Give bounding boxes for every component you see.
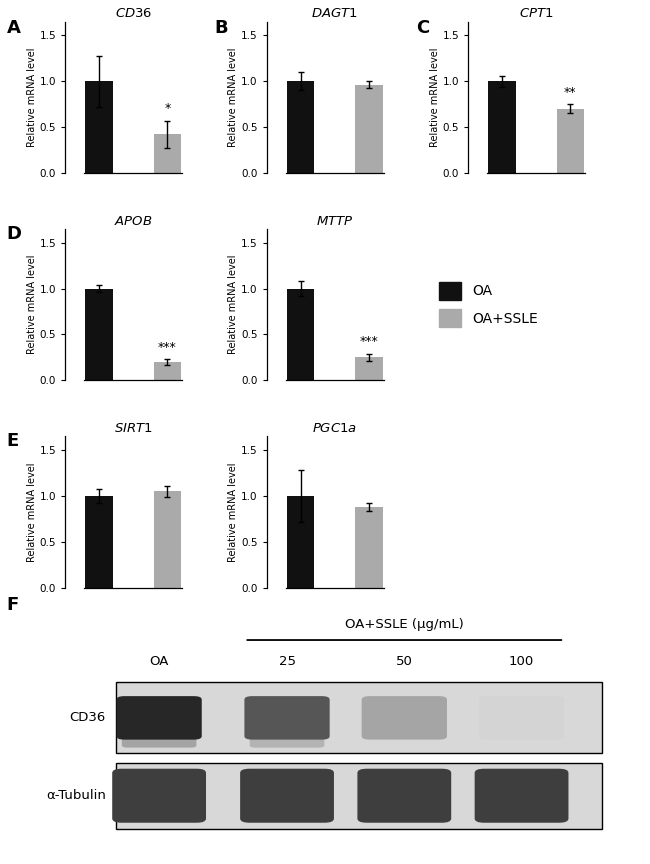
Y-axis label: Relative mRNA level: Relative mRNA level [228, 255, 238, 354]
FancyBboxPatch shape [240, 769, 334, 823]
Bar [355, 85, 382, 173]
Text: E: E [6, 432, 19, 450]
Title: $\mathit{APOB}$: $\mathit{APOB}$ [114, 215, 153, 228]
Text: 50: 50 [396, 655, 413, 668]
Text: C: C [416, 19, 429, 37]
Text: **: ** [564, 86, 577, 98]
Y-axis label: Relative mRNA level: Relative mRNA level [430, 48, 439, 147]
Bar [355, 357, 382, 380]
Bar [85, 496, 113, 588]
Bar [287, 289, 315, 380]
Text: *: * [164, 102, 170, 115]
Bar [153, 134, 181, 173]
Text: D: D [6, 225, 21, 243]
FancyBboxPatch shape [474, 769, 569, 823]
Text: OA: OA [150, 655, 169, 668]
Bar [85, 289, 113, 380]
Title: $\mathit{PGC1a}$: $\mathit{PGC1a}$ [312, 422, 358, 435]
Bar [153, 492, 181, 588]
Text: 100: 100 [509, 655, 534, 668]
FancyBboxPatch shape [112, 769, 206, 823]
Bar [355, 507, 382, 588]
FancyBboxPatch shape [122, 729, 196, 747]
FancyBboxPatch shape [361, 696, 447, 740]
Bar [153, 362, 181, 380]
FancyBboxPatch shape [116, 683, 601, 753]
Text: α-Tubulin: α-Tubulin [46, 789, 106, 802]
Title: $\mathit{MTTP}$: $\mathit{MTTP}$ [316, 215, 354, 228]
Text: OA+SSLE (μg/mL): OA+SSLE (μg/mL) [345, 619, 463, 632]
Title: $\mathit{DAGT1}$: $\mathit{DAGT1}$ [311, 8, 358, 21]
Y-axis label: Relative mRNA level: Relative mRNA level [27, 255, 36, 354]
Text: B: B [214, 19, 228, 37]
Text: F: F [6, 596, 19, 614]
Y-axis label: Relative mRNA level: Relative mRNA level [27, 48, 36, 147]
Bar [489, 81, 516, 173]
FancyBboxPatch shape [358, 769, 451, 823]
Text: 25: 25 [279, 655, 296, 668]
Text: A: A [6, 19, 20, 37]
Bar [85, 81, 113, 173]
Text: ***: *** [359, 335, 378, 348]
Y-axis label: Relative mRNA level: Relative mRNA level [228, 462, 238, 562]
FancyBboxPatch shape [479, 696, 564, 740]
Bar [287, 496, 315, 588]
FancyBboxPatch shape [250, 729, 324, 747]
Y-axis label: Relative mRNA level: Relative mRNA level [228, 48, 238, 147]
Title: $\mathit{CPT1}$: $\mathit{CPT1}$ [519, 8, 554, 21]
FancyBboxPatch shape [116, 763, 601, 829]
Title: $\mathit{SIRT1}$: $\mathit{SIRT1}$ [114, 422, 153, 435]
Text: ***: *** [158, 340, 177, 353]
Bar [287, 81, 315, 173]
FancyBboxPatch shape [116, 696, 202, 740]
Title: $\mathit{CD36}$: $\mathit{CD36}$ [114, 8, 152, 21]
Y-axis label: Relative mRNA level: Relative mRNA level [27, 462, 36, 562]
Text: CD36: CD36 [70, 711, 106, 724]
Legend: OA, OA+SSLE: OA, OA+SSLE [439, 282, 538, 327]
Bar [556, 109, 584, 173]
FancyBboxPatch shape [244, 696, 330, 740]
